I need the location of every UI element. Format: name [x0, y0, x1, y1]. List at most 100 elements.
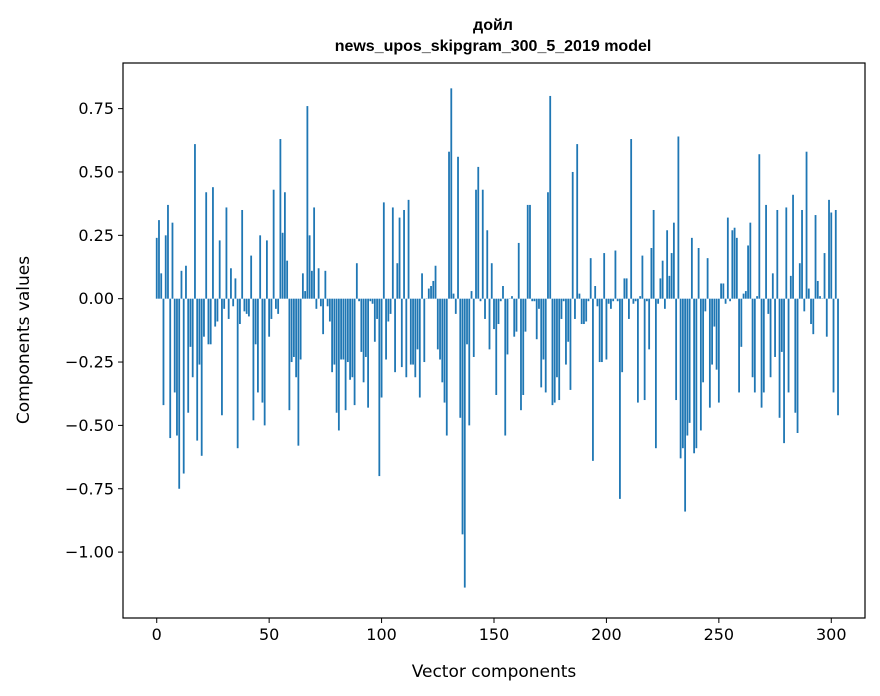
bar-243 — [702, 298, 705, 383]
bar-220 — [650, 248, 653, 299]
bar-115 — [414, 298, 417, 378]
bar-148 — [488, 298, 491, 350]
bar-84 — [344, 298, 347, 411]
bar-61 — [292, 298, 295, 357]
bar-196 — [596, 298, 599, 307]
bar-175 — [549, 95, 552, 299]
bar-46 — [259, 235, 262, 299]
bar-98 — [376, 298, 378, 319]
y-tick-label-3: −0.25 — [65, 353, 114, 372]
bar-105 — [391, 207, 394, 299]
bar-299 — [828, 199, 830, 299]
bar-262 — [744, 291, 747, 299]
bar-6 — [169, 298, 172, 439]
x-tick-label-200: 200 — [591, 625, 622, 644]
x-tick-label-50: 50 — [259, 625, 279, 644]
bar-160 — [515, 298, 518, 332]
bar-126 — [439, 298, 441, 360]
bar-248 — [713, 298, 716, 327]
bar-169 — [535, 298, 538, 340]
bar-91 — [360, 298, 363, 352]
bar-48 — [263, 298, 266, 426]
bar-230 — [672, 222, 675, 299]
bar-265 — [751, 298, 754, 378]
bar-259 — [738, 298, 740, 393]
bar-250 — [717, 298, 720, 403]
bar-36 — [236, 298, 239, 449]
bar-232 — [677, 136, 680, 299]
bar-124 — [434, 265, 437, 299]
bar-247 — [711, 298, 713, 365]
bar-9 — [176, 298, 178, 436]
bar-122 — [430, 286, 432, 299]
bar-254 — [726, 217, 729, 299]
bar-43 — [252, 298, 255, 421]
bar-211 — [630, 139, 633, 299]
bar-103 — [387, 298, 390, 322]
bar-281 — [787, 298, 790, 393]
bar-284 — [794, 298, 797, 413]
bar-194 — [592, 298, 594, 461]
bar-136 — [461, 298, 464, 535]
bar-79 — [333, 298, 336, 365]
bar-201 — [607, 298, 610, 304]
bar-154 — [502, 286, 504, 299]
bar-274 — [771, 273, 774, 299]
bar-30 — [223, 298, 226, 309]
bar-44 — [254, 298, 257, 345]
bar-199 — [603, 253, 606, 299]
bar-167 — [531, 298, 534, 302]
bar-221 — [652, 209, 655, 299]
bar-209 — [625, 278, 628, 299]
bar-229 — [670, 253, 673, 299]
chart-title-line-2: news_upos_skipgram_300_5_2019 model — [335, 38, 652, 55]
bar-40 — [245, 298, 248, 314]
bar-63 — [297, 298, 300, 446]
bar-12 — [182, 298, 185, 474]
bar-286 — [798, 263, 801, 299]
bar-26 — [214, 298, 217, 327]
bar-181 — [562, 298, 565, 302]
bar-190 — [583, 298, 585, 325]
bar-95 — [369, 298, 372, 302]
x-tick-label-0: 0 — [152, 625, 162, 644]
bar-19 — [198, 298, 201, 365]
bar-123 — [432, 280, 435, 299]
bar-225 — [661, 260, 664, 299]
bar-195 — [594, 286, 597, 299]
bar-57 — [283, 192, 286, 299]
bar-1 — [158, 220, 160, 299]
bar-3 — [162, 298, 165, 406]
bar-222 — [654, 298, 657, 449]
bar-289 — [805, 151, 808, 299]
bar-55 — [279, 139, 282, 299]
bar-27 — [216, 298, 219, 322]
bar-65 — [301, 273, 304, 299]
bar-8 — [173, 298, 176, 393]
bar-237 — [688, 298, 691, 423]
bar-219 — [648, 298, 651, 350]
bar-70 — [313, 207, 316, 299]
x-tick-label-300: 300 — [816, 625, 847, 644]
bar-71 — [315, 298, 318, 309]
bar-251 — [720, 283, 722, 299]
y-axis-label: Components values — [14, 256, 34, 424]
bar-147 — [486, 230, 489, 299]
bar-212 — [632, 298, 635, 304]
bar-4 — [164, 235, 167, 299]
bar-81 — [337, 298, 340, 431]
bar-198 — [601, 298, 603, 363]
bar-59 — [288, 298, 291, 411]
bar-132 — [452, 293, 455, 299]
bar-158 — [511, 296, 513, 299]
bar-177 — [553, 298, 556, 403]
bar-290 — [807, 288, 810, 299]
bar-252 — [722, 283, 725, 299]
bar-11 — [180, 270, 183, 299]
bar-200 — [605, 298, 608, 360]
bar-125 — [436, 298, 439, 350]
bar-17 — [194, 144, 196, 299]
bar-279 — [783, 298, 785, 444]
bar-231 — [675, 298, 678, 401]
